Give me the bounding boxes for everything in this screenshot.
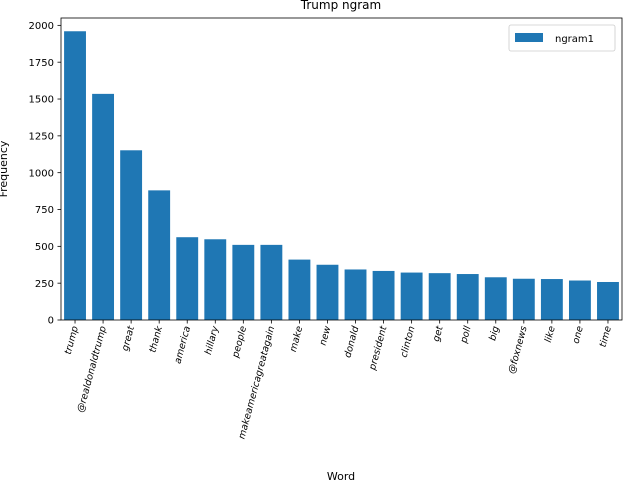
bar [344, 269, 367, 320]
bar [400, 272, 423, 320]
x-axis-label: Word [327, 470, 355, 480]
x-tick-label: new [318, 325, 334, 347]
bar [64, 31, 86, 320]
y-tick-label: 0 [48, 316, 54, 327]
bar [568, 280, 591, 320]
bar [540, 279, 563, 320]
x-tick-label: get [431, 324, 446, 343]
bar [316, 264, 339, 320]
bar [232, 244, 255, 320]
x-tick-label: clinton [399, 325, 418, 359]
x-tick-label: great [120, 324, 138, 353]
x-axis: trump@realdonaldtrump great thank america hi… [63, 320, 614, 440]
y-axis-label: Frequency [0, 140, 10, 197]
chart-title: Trump ngram [300, 0, 381, 12]
x-tick-label: big [487, 325, 501, 342]
legend-label: ngram1 [555, 34, 594, 45]
y-tick-label: 250 [35, 279, 54, 290]
bar [428, 273, 451, 320]
x-tick-label: @realdonaldtrump [75, 325, 109, 414]
legend-box [508, 24, 616, 52]
bar [204, 239, 227, 320]
x-tick-label: donald [342, 324, 361, 359]
bar [372, 270, 395, 320]
bar [512, 278, 535, 320]
x-tick-label: time [598, 325, 614, 349]
bar [92, 93, 115, 321]
x-tick-label: like [543, 325, 558, 344]
y-tick-label: 750 [35, 205, 54, 216]
y-axis: 0 250 500 750 1000 1250 1500 1750 2000 [29, 21, 61, 327]
y-tick-label: 1500 [29, 95, 54, 106]
x-tick-label: president [367, 324, 390, 373]
x-tick-label: trump [63, 325, 81, 356]
bar [148, 190, 171, 320]
bar [176, 237, 199, 320]
y-tick-label: 1000 [29, 168, 54, 179]
x-tick-label: one [571, 325, 586, 345]
y-tick-label: 2000 [29, 21, 54, 32]
x-tick-label: people [230, 325, 249, 360]
bars-group [64, 31, 619, 321]
bar [120, 150, 143, 320]
x-tick-label: america [173, 325, 194, 365]
x-tick-label: thank [147, 324, 165, 353]
x-tick-label: make [288, 325, 306, 354]
bar [456, 274, 479, 320]
bar [260, 244, 283, 320]
legend-swatch [515, 33, 543, 42]
bar [484, 277, 507, 320]
plot-frame [60, 17, 623, 321]
x-tick-label: @foxnews [506, 325, 529, 375]
y-tick-label: 1750 [29, 58, 54, 69]
x-tick-label: hillary [203, 325, 221, 357]
y-tick-label: 1250 [29, 131, 54, 142]
bar [288, 259, 311, 320]
y-tick-label: 500 [35, 242, 54, 253]
legend: ngram1 [508, 24, 616, 52]
x-tick-label: poll [458, 325, 473, 346]
bar [597, 281, 619, 320]
